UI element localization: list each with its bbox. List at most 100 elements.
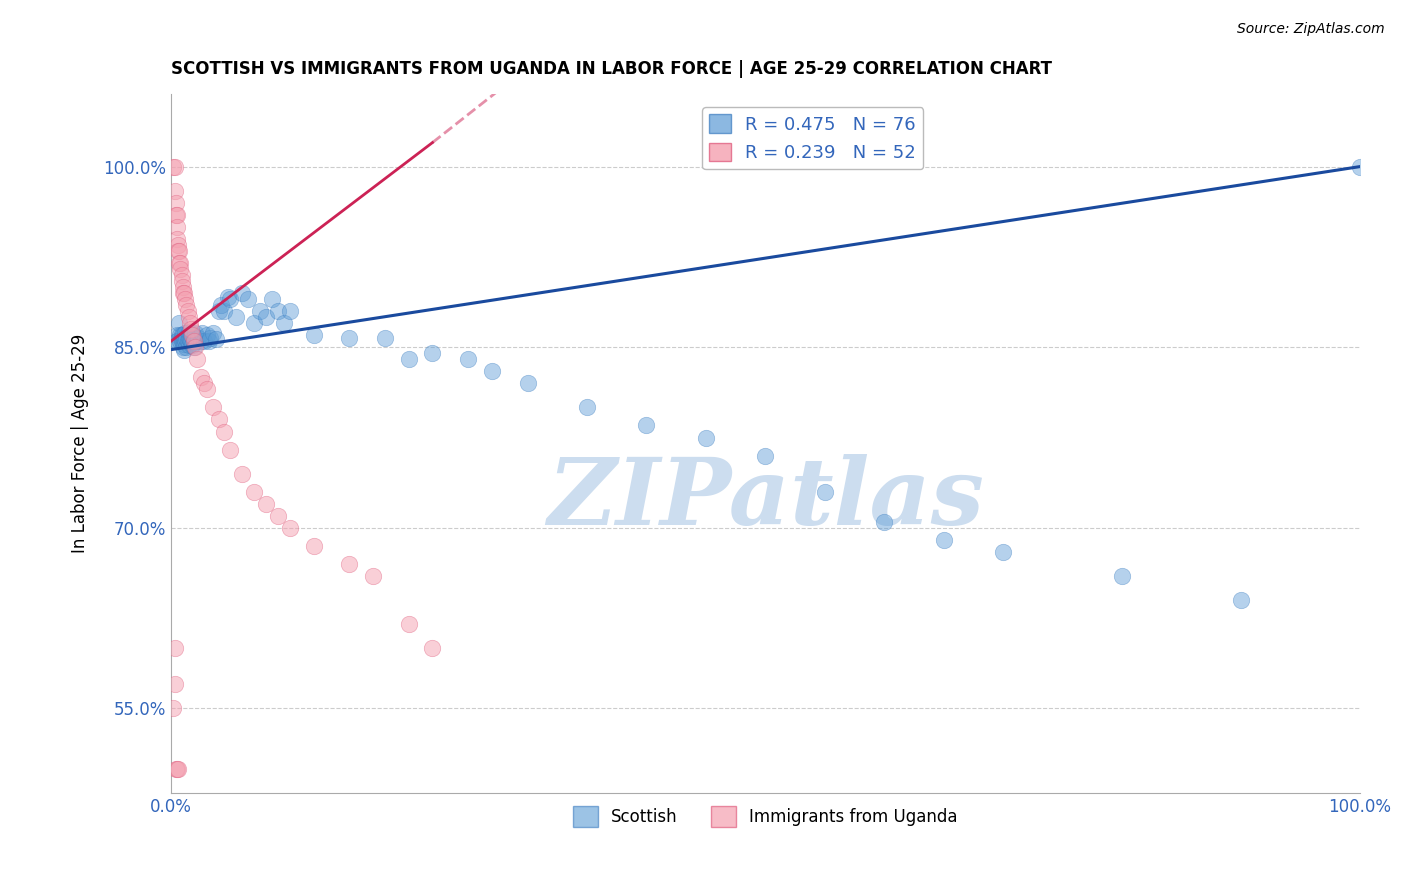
Point (172, 286, 194, 301)
Point (179, 316, 201, 330)
Point (172, 334, 194, 349)
Point (205, 332, 228, 346)
Point (177, 325, 200, 339)
Point (278, 521, 301, 535)
Point (193, 376, 215, 391)
Point (190, 334, 212, 349)
Point (163, 641, 186, 656)
Point (170, 274, 193, 288)
Point (169, 262, 191, 277)
Point (422, 346, 444, 360)
Point (181, 326, 204, 340)
Point (374, 330, 396, 344)
Point (219, 442, 242, 457)
Point (481, 364, 503, 378)
Point (174, 334, 197, 349)
Point (267, 304, 290, 318)
Point (186, 334, 208, 349)
Point (167, 244, 190, 258)
Point (814, 484, 837, 499)
Point (166, 219, 188, 234)
Point (177, 330, 200, 344)
Point (184, 326, 207, 340)
Point (254, 497, 277, 511)
Point (398, 617, 420, 632)
Point (180, 334, 202, 349)
Point (183, 334, 205, 349)
Point (181, 338, 204, 352)
Point (219, 292, 242, 306)
Point (169, 334, 191, 349)
Point (167, 238, 190, 252)
Point (873, 515, 896, 529)
Point (174, 292, 197, 306)
Point (754, 449, 776, 463)
Point (169, 328, 191, 343)
Point (163, 184, 186, 198)
Point (1111, 569, 1133, 583)
Point (422, 641, 444, 656)
Point (166, 232, 188, 246)
Point (166, 762, 188, 776)
Point (176, 298, 198, 312)
Point (575, 401, 598, 415)
Point (932, 533, 955, 547)
Point (217, 290, 239, 304)
Point (267, 508, 290, 523)
Point (260, 292, 283, 306)
Point (176, 334, 198, 349)
Point (209, 298, 232, 312)
Point (193, 334, 215, 349)
Point (170, 334, 193, 349)
Point (166, 328, 188, 343)
Point (165, 762, 187, 776)
Point (166, 208, 188, 222)
Point (243, 316, 266, 330)
Point (231, 286, 253, 301)
Point (198, 334, 221, 349)
Point (166, 334, 188, 349)
Point (184, 332, 207, 346)
Point (1229, 593, 1251, 607)
Point (231, 467, 253, 481)
Point (174, 326, 197, 340)
Point (170, 268, 193, 282)
Point (179, 333, 201, 347)
Point (167, 762, 190, 776)
Point (169, 316, 191, 330)
Point (173, 286, 195, 301)
Legend: Scottish, Immigrants from Uganda: Scottish, Immigrants from Uganda (567, 799, 965, 833)
Point (1348, 160, 1371, 174)
Point (200, 330, 222, 344)
Point (183, 340, 205, 354)
Point (201, 401, 224, 415)
Point (201, 326, 224, 340)
Point (163, 160, 186, 174)
Point (166, 334, 188, 349)
Point (273, 316, 295, 330)
Point (238, 292, 260, 306)
Point (243, 484, 266, 499)
Point (190, 370, 212, 384)
Point (162, 701, 184, 715)
Point (695, 430, 717, 444)
Point (163, 677, 186, 691)
Point (180, 328, 202, 343)
Point (169, 244, 191, 258)
Point (337, 557, 360, 571)
Point (177, 310, 200, 325)
Point (173, 336, 195, 351)
Point (183, 330, 205, 344)
Point (991, 545, 1014, 559)
Point (172, 328, 194, 343)
Point (176, 330, 198, 344)
Point (398, 352, 420, 367)
Point (278, 304, 301, 318)
Point (173, 343, 195, 357)
Point (184, 340, 207, 354)
Point (225, 310, 247, 325)
Point (172, 280, 194, 294)
Point (195, 383, 218, 397)
Point (254, 310, 277, 325)
Point (187, 330, 209, 344)
